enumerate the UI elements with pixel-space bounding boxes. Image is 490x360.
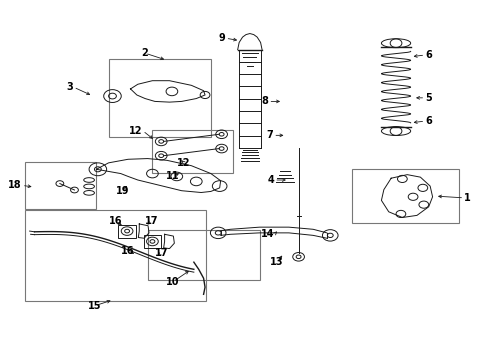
Text: 7: 7 [267,130,273,140]
Text: 14: 14 [261,229,274,239]
Text: 2: 2 [142,48,148,58]
Text: 12: 12 [129,126,143,136]
Text: 6: 6 [425,50,432,60]
Text: 19: 19 [116,186,129,197]
Bar [118,225,136,238]
Text: 4: 4 [268,175,274,185]
Bar [152,130,233,173]
Text: 8: 8 [262,96,269,107]
Text: 3: 3 [67,82,74,92]
Bar [109,59,211,137]
Bar [147,230,260,280]
Text: 18: 18 [8,180,22,190]
Text: 15: 15 [88,301,102,311]
Text: 11: 11 [166,171,180,181]
Bar [144,235,161,248]
Bar [352,169,460,223]
Text: 13: 13 [270,257,284,267]
Text: 6: 6 [425,116,432,126]
Bar [25,162,97,208]
Text: 17: 17 [154,248,168,258]
Text: 12: 12 [177,158,191,168]
Text: 16: 16 [122,246,135,256]
Text: 10: 10 [166,277,180,287]
Bar [25,210,206,301]
Text: 16: 16 [109,216,122,226]
Text: 9: 9 [219,33,225,43]
Text: 17: 17 [145,216,158,226]
Text: 1: 1 [464,193,471,203]
Text: 5: 5 [425,93,432,103]
